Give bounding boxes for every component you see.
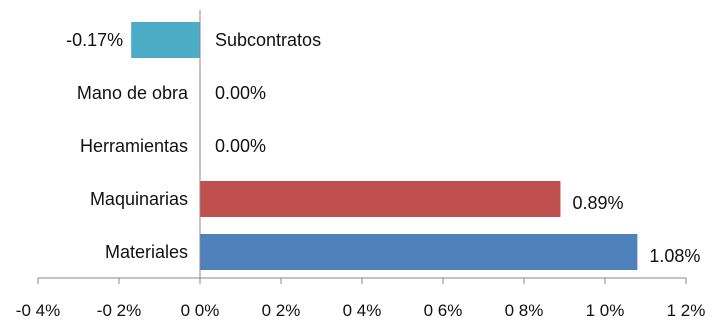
data-label-4: 1.08% (649, 246, 700, 266)
x-tick-label-5: 0 6% (424, 301, 463, 320)
category-label-3: Maquinarias (90, 189, 188, 209)
x-tick-label-0: -0 4% (16, 301, 60, 320)
x-tick-label-6: 0 8% (505, 301, 544, 320)
data-label-3: 0.89% (572, 193, 623, 213)
data-label-0: -0.17% (66, 30, 123, 50)
x-tick-label-8: 1 2% (667, 301, 706, 320)
x-tick-label-1: -0 2% (97, 301, 141, 320)
x-tick-label-7: 1 0% (586, 301, 625, 320)
data-label-2: 0.00% (215, 136, 266, 156)
category-label-2: Herramientas (80, 136, 188, 156)
x-tick-label-2: 0 0% (181, 301, 220, 320)
data-label-1: 0.00% (215, 83, 266, 103)
bar-4 (200, 234, 638, 270)
bar-0 (131, 22, 200, 58)
category-label-4: Materiales (105, 242, 188, 262)
bar-3 (200, 181, 561, 217)
x-tick-label-3: 0 2% (262, 301, 301, 320)
category-label-1: Mano de obra (77, 83, 189, 103)
x-tick-label-4: 0 4% (343, 301, 382, 320)
category-label-0: Subcontratos (215, 30, 321, 50)
